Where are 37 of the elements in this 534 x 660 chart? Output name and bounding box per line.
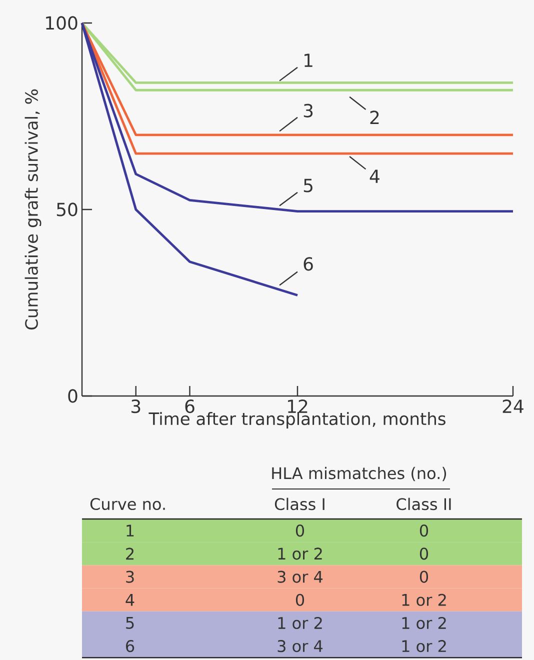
- text: Class I: [274, 498, 324, 510]
- x-tick-label: 6: [185, 400, 194, 414]
- text: 5: [126, 617, 134, 629]
- text: Class II: [396, 498, 451, 510]
- x-tick-label: 24: [502, 400, 524, 413]
- text: 0: [296, 524, 304, 537]
- y-axis-title: Cumulative graft survival, %: [24, 89, 42, 330]
- x-tick-label: 12: [288, 400, 308, 413]
- text: 0: [296, 594, 304, 606]
- x-axis-title: Time after transplantation, months: [148, 412, 446, 428]
- series-label: 4: [370, 170, 380, 183]
- y-tick-label: 0: [68, 389, 78, 403]
- text: 0: [420, 570, 428, 583]
- x-tick-label: 3: [132, 400, 140, 414]
- text: 3 or 4: [278, 640, 323, 652]
- text: 1 or 2: [278, 548, 322, 560]
- text: 1 or 2: [402, 616, 446, 630]
- text: 3 or 4: [278, 570, 323, 583]
- series-label: 1: [304, 54, 312, 67]
- text: 1: [126, 524, 134, 536]
- text: 3: [126, 570, 134, 583]
- series-label: 3: [304, 104, 313, 118]
- text: 0: [420, 548, 428, 560]
- y-tick-label: 50: [56, 202, 78, 216]
- text: 1 or 2: [402, 594, 446, 606]
- series-label: 2: [370, 110, 379, 124]
- text: 1 or 2: [402, 640, 446, 652]
- text: HLA mismatches (no.): [272, 466, 446, 482]
- text: Curve no.: [90, 498, 165, 510]
- text: 2: [126, 548, 134, 560]
- series-label: 5: [304, 178, 312, 192]
- text: 1 or 2: [278, 616, 322, 630]
- y-tick-label: 100: [46, 16, 78, 30]
- series-label: 6: [304, 257, 313, 271]
- text: 4: [126, 594, 134, 606]
- text: 6: [126, 640, 134, 652]
- text: 0: [420, 524, 428, 537]
